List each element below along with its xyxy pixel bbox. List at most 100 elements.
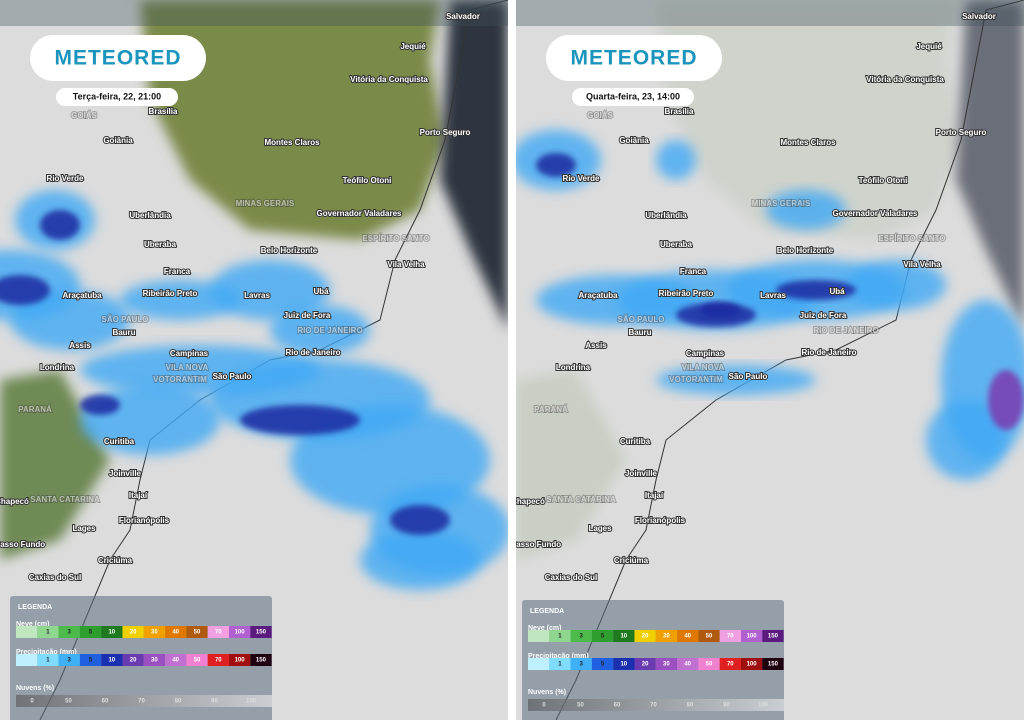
legend-step: 20 (642, 662, 649, 668)
city-label: Brasília (149, 107, 178, 116)
legend-step: 3 (68, 658, 72, 664)
city-label: Uberaba (144, 240, 177, 249)
city-label: Londrina (40, 363, 75, 372)
legend-swatch (186, 654, 208, 666)
legend-swatch (549, 630, 571, 642)
legend-swatch (655, 630, 678, 642)
city-label: São Paulo (213, 372, 252, 381)
precipitation (10, 290, 130, 350)
city-label: Montes Claros (780, 138, 836, 147)
logo: METEORED (570, 47, 697, 70)
city-label: Passo Fundo (511, 540, 561, 549)
city-label: VILA NOVA (682, 363, 725, 372)
city-label: Caxias do Sul (29, 573, 81, 582)
logo-badge (546, 35, 722, 81)
city-label: Jequié (916, 42, 942, 51)
city-label: Belo Horizonte (261, 246, 318, 255)
city-label: Vila Velha (903, 260, 941, 269)
legend-step: 100 (747, 662, 758, 668)
legend-step: 3 (580, 662, 584, 668)
city-label: SÃO PAULO (618, 315, 665, 324)
legend-swatch (698, 658, 720, 670)
city-label: Curitiba (104, 437, 135, 446)
precipitation (766, 190, 846, 230)
legend-step: 70 (727, 634, 734, 640)
legend-step: 3 (68, 630, 72, 636)
city-label: Bauru (628, 328, 651, 337)
legend-label: Neve (cm) (528, 625, 561, 632)
legend-step: 20 (642, 634, 649, 640)
legend-step: 60 (102, 699, 109, 705)
heavy-precipitation (0, 275, 50, 305)
city-label: Florianópolis (635, 516, 686, 525)
city-label: Brasília (665, 107, 694, 116)
city-label: RIO DE JANEIRO (297, 326, 362, 335)
legend-swatch (613, 630, 635, 642)
heavy-precipitation (40, 210, 80, 240)
legend-swatch (16, 654, 38, 666)
legend-swatch (250, 626, 272, 638)
legend-step: 80 (687, 703, 694, 709)
city-label: Assis (69, 341, 91, 350)
city-label: Franca (164, 267, 191, 276)
city-label: Lavras (244, 291, 270, 300)
legend-swatch (634, 630, 656, 642)
legend-step: 100 (235, 630, 246, 636)
city-label: Itajaí (129, 491, 148, 500)
city-label: VILA NOVA (166, 363, 209, 372)
legend-step: 40 (172, 658, 179, 664)
legend-step: 90 (723, 703, 730, 709)
city-label: Joinville (625, 469, 658, 478)
legend-step: 50 (194, 630, 201, 636)
city-label: SANTA CATARINA (546, 495, 616, 504)
legend-step: 100 (246, 699, 257, 705)
city-label: MINAS GERAIS (236, 199, 295, 208)
legend-step: 70 (727, 662, 734, 668)
coastline (555, 0, 1024, 720)
city-label: Campinas (170, 349, 209, 358)
city-label: ESPÍRITO SANTO (878, 234, 945, 243)
legend-step: 20 (130, 630, 137, 636)
legend-swatch (122, 654, 144, 666)
legend-step: 100 (235, 658, 246, 664)
city-label: Florianópolis (119, 516, 170, 525)
city-label: Rio de Janeiro (285, 348, 340, 357)
city-label: Teófilo Otoni (859, 176, 908, 185)
legend-step: 5 (89, 630, 93, 636)
heavy-precipitation (390, 505, 450, 535)
legend-step: 100 (747, 634, 758, 640)
legend-swatch (37, 626, 59, 638)
legend-swatch (143, 626, 166, 638)
city-label: São Paulo (729, 372, 768, 381)
legend-swatch (37, 654, 59, 666)
city-label: Lavras (760, 291, 786, 300)
city-label: GOIÁS (587, 111, 613, 120)
city-label: Goiânia (103, 136, 133, 145)
legend-step: 1 (46, 658, 50, 664)
city-label: Rio de Janeiro (801, 348, 856, 357)
legend-step: 150 (256, 630, 267, 636)
legend-step: 1 (558, 662, 562, 668)
city-label: Lages (588, 524, 612, 533)
legend-swatch (101, 654, 123, 666)
legend-swatch (250, 654, 272, 666)
legend-step: 50 (706, 634, 713, 640)
legend-swatch (634, 658, 656, 670)
legend-swatch (570, 630, 592, 642)
city-label: Rio Verde (563, 174, 600, 183)
city-label: GOIÁS (71, 111, 97, 120)
city-label: Salvador (446, 12, 480, 21)
legend-label: Precipitação (mm) (16, 649, 77, 656)
city-label: Campinas (686, 349, 725, 358)
legend-step: 30 (151, 658, 158, 664)
legend-swatch (549, 658, 571, 670)
legend-step: 0 (30, 699, 34, 705)
legend-step: 150 (768, 662, 779, 668)
legend-step: 30 (663, 662, 670, 668)
legend-step: 40 (172, 630, 179, 636)
legend-step: 40 (684, 662, 691, 668)
city-label: Passo Fundo (0, 540, 45, 549)
legend-swatch (79, 654, 102, 666)
legend-step: 5 (89, 658, 93, 664)
top-bar (0, 0, 508, 26)
